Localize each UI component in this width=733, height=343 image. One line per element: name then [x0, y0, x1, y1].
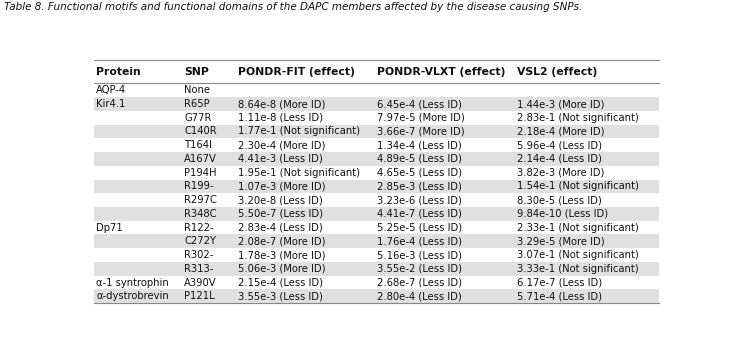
Text: R297C: R297C — [184, 195, 217, 205]
Text: 2.80e-4 (Less ID): 2.80e-4 (Less ID) — [377, 291, 462, 301]
Text: R313-: R313- — [184, 264, 213, 274]
Text: 4.41e-7 (Less ID): 4.41e-7 (Less ID) — [377, 209, 463, 219]
Text: R302-: R302- — [184, 250, 213, 260]
Bar — [95, 248, 658, 262]
Text: PONDR-VLXT (effect): PONDR-VLXT (effect) — [377, 67, 506, 76]
Text: 3.33e-1 (Not significant): 3.33e-1 (Not significant) — [517, 264, 638, 274]
Text: R122-: R122- — [184, 223, 214, 233]
Text: 5.16e-3 (Less ID): 5.16e-3 (Less ID) — [377, 250, 463, 260]
Text: 3.55e-2 (Less ID): 3.55e-2 (Less ID) — [377, 264, 463, 274]
Text: 6.45e-4 (Less ID): 6.45e-4 (Less ID) — [377, 99, 463, 109]
Text: G77R: G77R — [184, 113, 212, 123]
Text: 3.55e-3 (Less ID): 3.55e-3 (Less ID) — [238, 291, 323, 301]
Text: 5.50e-7 (Less ID): 5.50e-7 (Less ID) — [238, 209, 323, 219]
Text: 4.41e-3 (Less ID): 4.41e-3 (Less ID) — [238, 154, 323, 164]
Bar — [95, 125, 658, 138]
Text: 3.20e-8 (Less ID): 3.20e-8 (Less ID) — [238, 195, 323, 205]
Bar — [95, 97, 658, 111]
Bar — [95, 83, 658, 97]
Text: P121L: P121L — [184, 291, 215, 301]
Text: 2.08e-7 (More ID): 2.08e-7 (More ID) — [238, 236, 325, 246]
Text: Dp71: Dp71 — [96, 223, 123, 233]
Bar — [95, 289, 658, 303]
Text: 2.33e-1 (Not significant): 2.33e-1 (Not significant) — [517, 223, 638, 233]
Bar — [95, 193, 658, 207]
Bar — [95, 179, 658, 193]
Text: 2.85e-3 (Less ID): 2.85e-3 (Less ID) — [377, 181, 463, 191]
Text: None: None — [184, 85, 210, 95]
Text: 5.71e-4 (Less ID): 5.71e-4 (Less ID) — [517, 291, 602, 301]
Text: 2.14e-4 (Less ID): 2.14e-4 (Less ID) — [517, 154, 601, 164]
Text: 6.17e-7 (Less ID): 6.17e-7 (Less ID) — [517, 277, 602, 287]
Text: P194H: P194H — [184, 168, 217, 178]
Text: 1.11e-8 (Less ID): 1.11e-8 (Less ID) — [238, 113, 323, 123]
Text: Protein: Protein — [96, 67, 141, 76]
Text: 1.54e-1 (Not significant): 1.54e-1 (Not significant) — [517, 181, 638, 191]
Text: 3.66e-7 (More ID): 3.66e-7 (More ID) — [377, 127, 465, 137]
Bar — [95, 235, 658, 248]
Text: 3.82e-3 (More ID): 3.82e-3 (More ID) — [517, 168, 604, 178]
Text: 2.68e-7 (Less ID): 2.68e-7 (Less ID) — [377, 277, 463, 287]
Text: 8.64e-8 (More ID): 8.64e-8 (More ID) — [238, 99, 325, 109]
Text: Kir4.1: Kir4.1 — [96, 99, 125, 109]
Text: 2.18e-4 (More ID): 2.18e-4 (More ID) — [517, 127, 604, 137]
Text: A390V: A390V — [184, 277, 217, 287]
Text: 5.96e-4 (Less ID): 5.96e-4 (Less ID) — [517, 140, 602, 150]
Text: 2.83e-1 (Not significant): 2.83e-1 (Not significant) — [517, 113, 638, 123]
Text: C140R: C140R — [184, 127, 217, 137]
Text: 1.77e-1 (Not significant): 1.77e-1 (Not significant) — [238, 127, 360, 137]
Text: 1.76e-4 (Less ID): 1.76e-4 (Less ID) — [377, 236, 463, 246]
Text: VSL2 (effect): VSL2 (effect) — [517, 67, 597, 76]
Text: 3.29e-5 (More ID): 3.29e-5 (More ID) — [517, 236, 604, 246]
Bar — [95, 276, 658, 289]
Text: R348C: R348C — [184, 209, 217, 219]
Text: 9.84e-10 (Less ID): 9.84e-10 (Less ID) — [517, 209, 608, 219]
Bar — [95, 138, 658, 152]
Text: 3.07e-1 (Not significant): 3.07e-1 (Not significant) — [517, 250, 638, 260]
Text: SNP: SNP — [184, 67, 209, 76]
Text: 1.44e-3 (More ID): 1.44e-3 (More ID) — [517, 99, 604, 109]
Text: 2.30e-4 (More ID): 2.30e-4 (More ID) — [238, 140, 325, 150]
Text: R65P: R65P — [184, 99, 210, 109]
Text: 1.07e-3 (More ID): 1.07e-3 (More ID) — [238, 181, 325, 191]
Bar — [95, 262, 658, 276]
Text: 2.15e-4 (Less ID): 2.15e-4 (Less ID) — [238, 277, 323, 287]
Text: 1.78e-3 (More ID): 1.78e-3 (More ID) — [238, 250, 325, 260]
Bar — [95, 152, 658, 166]
Text: R199-: R199- — [184, 181, 214, 191]
Text: PONDR-FIT (effect): PONDR-FIT (effect) — [238, 67, 355, 76]
Text: 2.83e-4 (Less ID): 2.83e-4 (Less ID) — [238, 223, 323, 233]
Text: C272Y: C272Y — [184, 236, 216, 246]
Bar — [95, 221, 658, 235]
Text: 1.95e-1 (Not significant): 1.95e-1 (Not significant) — [238, 168, 360, 178]
Text: 1.34e-4 (Less ID): 1.34e-4 (Less ID) — [377, 140, 462, 150]
Text: AQP-4: AQP-4 — [96, 85, 126, 95]
Bar — [95, 111, 658, 125]
Text: 8.30e-5 (Less ID): 8.30e-5 (Less ID) — [517, 195, 601, 205]
Text: α-dystrobrevin: α-dystrobrevin — [96, 291, 169, 301]
Text: 3.23e-6 (Less ID): 3.23e-6 (Less ID) — [377, 195, 463, 205]
Bar — [95, 166, 658, 179]
Text: 4.89e-5 (Less ID): 4.89e-5 (Less ID) — [377, 154, 463, 164]
Bar — [95, 207, 658, 221]
Text: A167V: A167V — [184, 154, 217, 164]
Text: T164I: T164I — [184, 140, 212, 150]
Text: 7.97e-5 (More ID): 7.97e-5 (More ID) — [377, 113, 465, 123]
Text: 4.65e-5 (Less ID): 4.65e-5 (Less ID) — [377, 168, 463, 178]
Text: α-1 syntrophin: α-1 syntrophin — [96, 277, 169, 287]
Text: 5.06e-3 (More ID): 5.06e-3 (More ID) — [238, 264, 325, 274]
Text: Table 8. Functional motifs and functional domains of the DAPC members affected b: Table 8. Functional motifs and functiona… — [4, 2, 582, 12]
Text: 5.25e-5 (Less ID): 5.25e-5 (Less ID) — [377, 223, 463, 233]
